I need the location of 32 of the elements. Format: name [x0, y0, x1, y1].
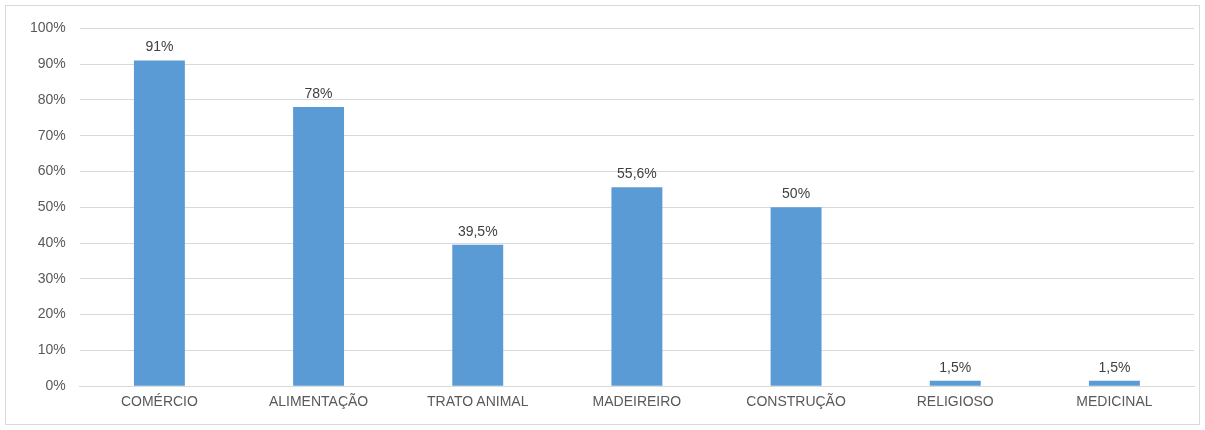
- bar: [929, 380, 981, 386]
- bar: [452, 244, 504, 386]
- y-tick-label: 40%: [37, 233, 66, 250]
- y-tick-label: 90%: [37, 55, 66, 72]
- bar: [133, 60, 185, 386]
- data-label: 39,5%: [457, 222, 498, 239]
- x-tick-label: ALIMENTAÇÃO: [268, 393, 369, 410]
- x-tick-label: CONSTRUÇÃO: [746, 393, 846, 410]
- y-tick-label: 50%: [37, 198, 66, 215]
- y-tick-label: 100%: [29, 19, 66, 36]
- data-label: 50%: [782, 185, 811, 202]
- data-label: 78%: [304, 84, 333, 101]
- y-tick-label: 70%: [37, 126, 66, 143]
- y-tick-label: 10%: [37, 341, 66, 358]
- data-label: 91%: [145, 38, 174, 55]
- x-tick-label: TRATO ANIMAL: [427, 393, 529, 410]
- data-label: 1,5%: [1098, 358, 1131, 375]
- x-tick-label: MEDICINAL: [1076, 393, 1153, 410]
- bar: [770, 207, 822, 386]
- bar: [293, 107, 345, 386]
- y-tick-label: 60%: [37, 162, 66, 179]
- y-tick-label: 20%: [37, 305, 66, 322]
- y-tick-label: 80%: [37, 90, 66, 107]
- y-tick-label: 30%: [37, 269, 66, 286]
- data-label: 1,5%: [939, 358, 972, 375]
- data-label: 55,6%: [617, 165, 657, 182]
- y-tick-label: 0%: [45, 377, 66, 394]
- bar: [611, 187, 663, 386]
- x-tick-label: RELIGIOSO: [916, 393, 994, 410]
- x-tick-label: COMÉRCIO: [120, 393, 198, 410]
- bar: [1088, 380, 1140, 386]
- x-tick-label: MADEIREIRO: [592, 393, 682, 410]
